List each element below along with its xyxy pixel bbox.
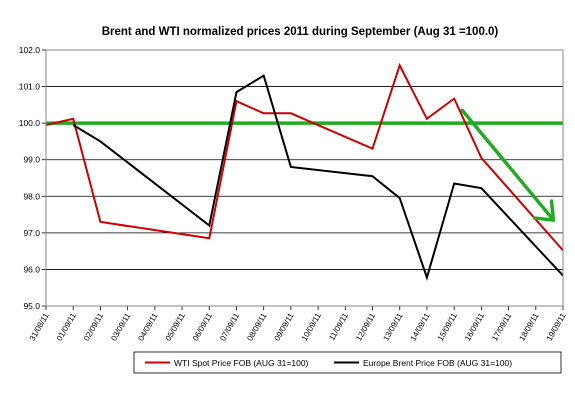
x-tick-label: 12/09/11 — [354, 311, 377, 342]
x-tick-label: 14/09/11 — [409, 311, 432, 342]
x-tick-label: 16/09/11 — [463, 311, 486, 342]
legend-label-brent: Europe Brent Price FOB (AUG 31=100) — [363, 358, 512, 368]
x-tick-label: 17/09/11 — [490, 311, 513, 342]
x-tick-label: 02/09/11 — [82, 311, 105, 342]
y-tick-label: 96.0 — [23, 264, 40, 274]
x-tick-label: 04/09/11 — [137, 311, 160, 342]
x-tick-label: 18/09/11 — [517, 311, 540, 342]
x-tick-label: 01/09/11 — [55, 311, 78, 342]
y-tick-label: 98.0 — [23, 191, 40, 201]
y-axis-ticks: 95.0 96.0 97.0 98.0 99.0 100.0 101.0 102.0 — [19, 45, 46, 311]
y-tick-label: 97.0 — [23, 228, 40, 238]
x-tick-label: 31/08/11 — [28, 311, 51, 342]
x-tick-label: 07/09/11 — [218, 311, 241, 342]
x-tick-label: 08/09/11 — [245, 311, 268, 342]
plot-border — [45, 49, 564, 307]
series-line-brent — [72, 74, 564, 281]
x-tick-label: 13/09/11 — [381, 311, 404, 342]
x-tick-label: 05/09/11 — [164, 311, 187, 342]
series-line-wti — [45, 62, 564, 252]
x-tick-label: 09/09/11 — [273, 311, 296, 342]
x-tick-label: 03/09/11 — [109, 311, 132, 342]
chart-title: Brent and WTI normalized prices 2011 dur… — [102, 26, 499, 38]
legend-label-wti: WTI Spot Price FOB (AUG 31=100) — [174, 358, 309, 368]
x-tick-label: 10/09/11 — [300, 311, 323, 342]
y-tick-label: 101.0 — [19, 82, 41, 92]
trend-arrow-head — [532, 199, 556, 222]
x-axis-ticks: 31/08/11 01/09/11 02/09/11 03/09/11 04/09/11… — [28, 306, 568, 342]
legend: WTI Spot Price FOB (AUG 31=100) Europe B… — [133, 351, 562, 374]
x-tick-label: 15/09/11 — [436, 311, 459, 342]
x-tick-label: 06/09/11 — [191, 311, 214, 342]
trend-arrow-shaft — [460, 108, 556, 222]
y-tick-label: 95.0 — [23, 301, 40, 311]
x-tick-label: 11/09/11 — [327, 311, 350, 342]
x-tick-label: 19/09/11 — [545, 311, 568, 342]
y-tick-label: 102.0 — [19, 45, 41, 55]
plot-area — [46, 50, 563, 306]
y-tick-label: 99.0 — [23, 155, 40, 165]
trend-arrow-layer — [460, 108, 556, 222]
series-layer — [45, 62, 564, 281]
y-tick-label: 100.0 — [19, 118, 41, 128]
